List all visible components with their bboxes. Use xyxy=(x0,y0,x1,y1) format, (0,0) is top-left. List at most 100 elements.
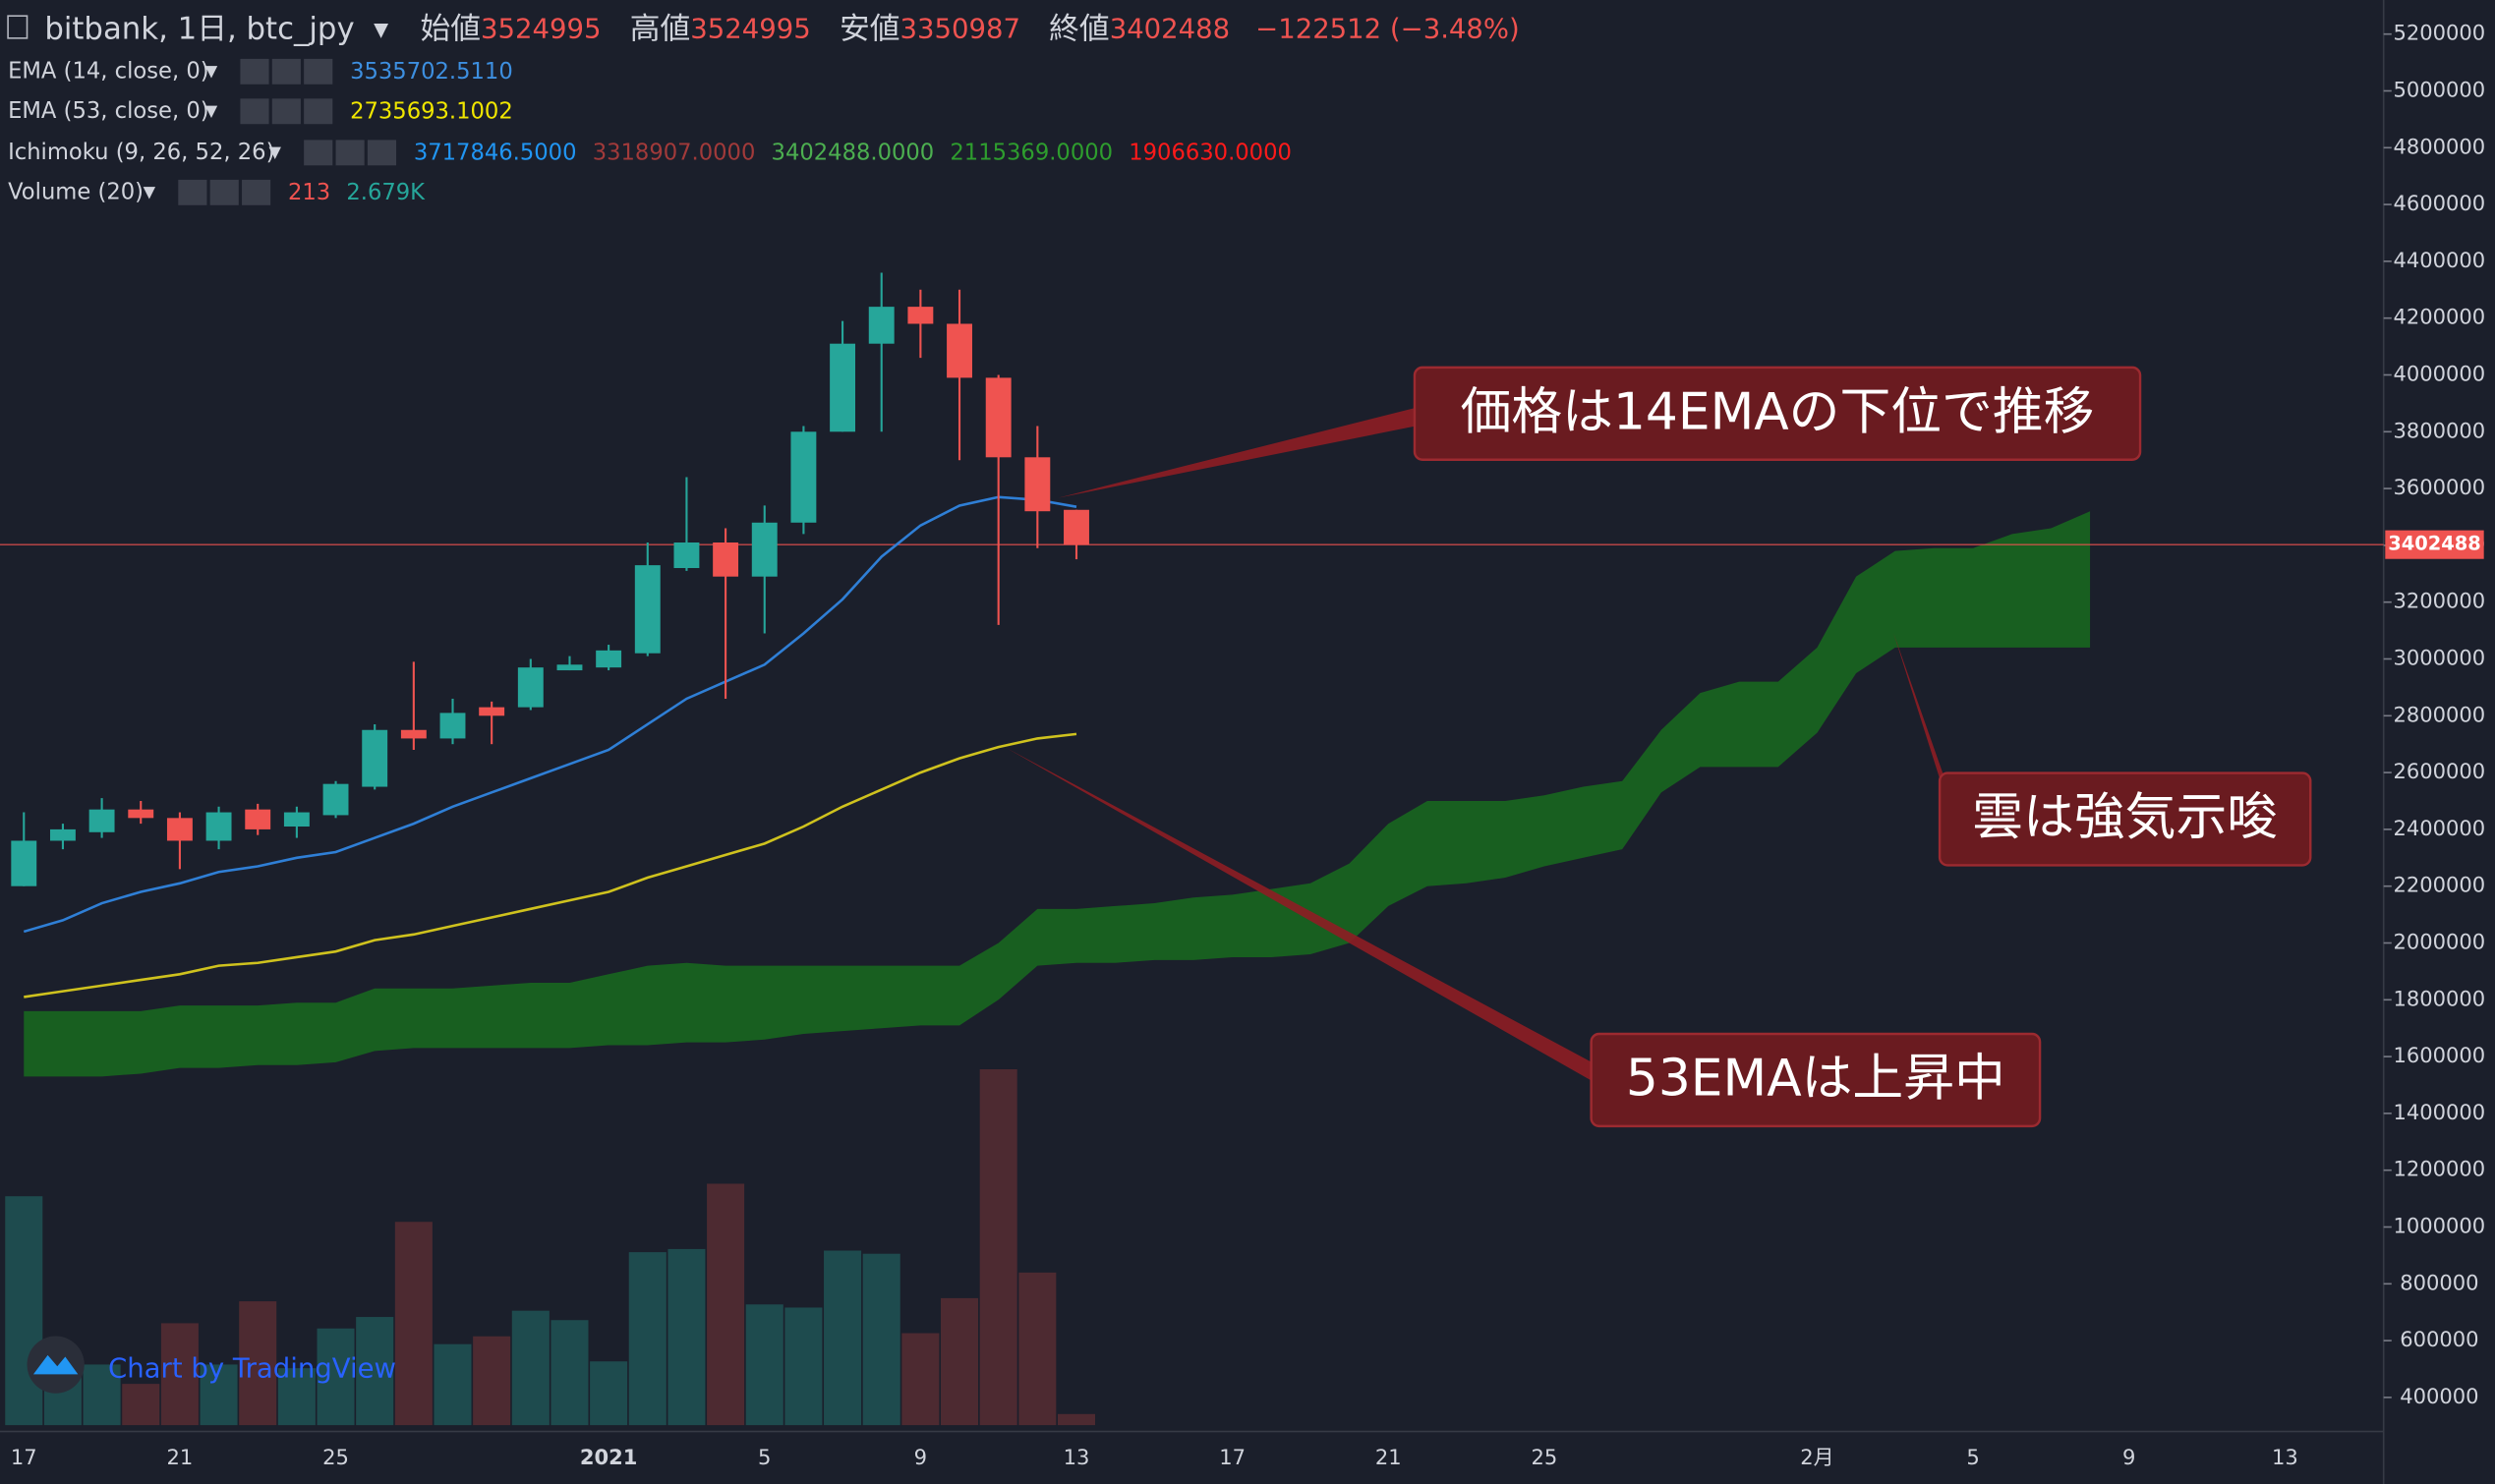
y-tick-label: 2400000 xyxy=(2394,816,2486,840)
candle-body xyxy=(322,783,349,816)
candle-body xyxy=(985,377,1012,458)
candle-body xyxy=(205,812,232,841)
candle-body xyxy=(634,565,661,654)
indicator-icon[interactable] xyxy=(367,140,397,166)
candle-body xyxy=(1064,509,1089,545)
volume-bar xyxy=(122,1384,160,1426)
y-tick-label: 2800000 xyxy=(2394,702,2486,726)
indicator-icon[interactable] xyxy=(242,179,271,205)
annotation-box xyxy=(1938,771,2312,867)
indicator-icon[interactable] xyxy=(304,58,333,85)
y-tick-label: 3800000 xyxy=(2394,418,2486,442)
volume-bar xyxy=(5,1196,43,1426)
candle-body xyxy=(283,812,310,828)
overlay: bitbank, 1日, btc_jpy ▼ 始値3524995 高値35249… xyxy=(7,11,2486,1469)
indicator-values: 3535702.5110 xyxy=(350,58,513,84)
volume-bar xyxy=(707,1183,745,1426)
volume-bar xyxy=(511,1310,550,1426)
change: −122512 (−3.48%) xyxy=(1255,14,1520,45)
x-tick-label: 13 xyxy=(1064,1445,1090,1469)
x-tick-label: 5 xyxy=(1966,1445,1979,1469)
y-tick-label: 400000 xyxy=(2400,1384,2478,1408)
indicator-icon[interactable] xyxy=(178,179,207,205)
indicator-icon[interactable] xyxy=(335,140,365,166)
volume-bar xyxy=(200,1364,238,1426)
x-tick-label: 2021 xyxy=(580,1445,638,1469)
x-tick-label: 17 xyxy=(1219,1445,1246,1469)
volume-bar xyxy=(745,1304,783,1426)
indicator-values: 2735693.1002 xyxy=(350,98,513,124)
indicator-dropdown[interactable]: ▼ xyxy=(269,143,282,161)
volume-bar xyxy=(473,1336,511,1426)
last-price-box xyxy=(2385,530,2484,559)
y-tick-label: 4200000 xyxy=(2394,305,2486,329)
dropdown[interactable]: ▼ xyxy=(374,18,388,40)
y-tick-label: 1400000 xyxy=(2394,1100,2486,1124)
open-value: 3524995 xyxy=(481,14,601,45)
candle-body xyxy=(166,818,193,841)
candle-body xyxy=(947,323,972,378)
candle-body xyxy=(517,667,544,708)
indicator-dropdown[interactable]: ▼ xyxy=(205,101,218,120)
y-tick-label: 1200000 xyxy=(2394,1157,2486,1181)
candle-body xyxy=(245,809,271,829)
volume-bar xyxy=(1018,1272,1057,1426)
indicator-value: 213 xyxy=(288,179,330,204)
indicator-dropdown[interactable]: ▼ xyxy=(144,182,156,200)
x-tick-label: 21 xyxy=(167,1445,194,1469)
y-tick-label: 3200000 xyxy=(2394,589,2486,613)
collapse-icon[interactable] xyxy=(7,15,29,39)
candle-body xyxy=(556,664,583,671)
y-tick-label: 3600000 xyxy=(2394,475,2486,499)
indicator-value: 2.679K xyxy=(346,179,426,204)
indicator-values: 213 2.679K xyxy=(288,179,426,204)
volume-bar xyxy=(784,1307,823,1426)
candle-body xyxy=(128,809,154,819)
indicator-value: 3318907.0000 xyxy=(593,140,756,165)
y-tick-label: 4800000 xyxy=(2394,134,2486,158)
close-label: 終値 xyxy=(1049,11,1110,46)
candle-body xyxy=(673,542,700,569)
indicator-icon[interactable] xyxy=(304,98,333,125)
x-tick-label: 2月 xyxy=(1800,1445,1833,1469)
watermark[interactable]: Chart by TradingView xyxy=(108,1352,396,1384)
indicator-icon[interactable] xyxy=(271,98,301,125)
annotation-pointer xyxy=(1005,747,1607,1090)
ichimoku-cloud xyxy=(24,511,2091,1077)
volume-bar xyxy=(628,1252,667,1426)
x-tick-label: 21 xyxy=(1375,1445,1402,1469)
volume-bar xyxy=(901,1333,940,1426)
open-label: 始値 xyxy=(421,11,482,46)
indicator-icon[interactable] xyxy=(304,140,333,166)
low-value: 3350987 xyxy=(899,14,1019,45)
indicator-dropdown[interactable]: ▼ xyxy=(205,61,218,80)
volume-bar xyxy=(356,1317,394,1426)
x-tick-label: 9 xyxy=(914,1445,927,1469)
indicator-icon[interactable] xyxy=(240,58,269,85)
indicator-name: EMA (53, close, 0) xyxy=(8,98,209,124)
candle-body xyxy=(596,650,622,668)
volume-bar xyxy=(317,1328,355,1426)
indicator-name: EMA (14, close, 0) xyxy=(8,58,209,84)
indicator-value: 1906630.0000 xyxy=(1129,140,1292,165)
candle-body xyxy=(11,840,37,886)
volume-bar xyxy=(239,1301,277,1426)
candle-body xyxy=(400,729,427,739)
ema-line xyxy=(24,732,1077,999)
volume-bar xyxy=(394,1222,433,1426)
indicator-icon[interactable] xyxy=(271,58,301,85)
indicator-value: 2735693.1002 xyxy=(350,98,513,124)
volume-bar xyxy=(979,1068,1017,1426)
indicator-value: 3402488.0000 xyxy=(772,140,935,165)
close-value: 3402488 xyxy=(1110,14,1230,45)
candle-body xyxy=(713,542,739,577)
y-tick-label: 1000000 xyxy=(2394,1214,2486,1238)
indicator-value: 3535702.5110 xyxy=(350,58,513,84)
annotation-text: 雲は強気示唆 xyxy=(1972,788,2278,847)
symbol[interactable]: bitbank, 1日, btc_jpy xyxy=(44,11,354,46)
indicator-icon[interactable] xyxy=(209,179,239,205)
y-tick-label: 4000000 xyxy=(2394,361,2486,385)
volume-bar xyxy=(83,1364,121,1426)
y-tick-label: 3000000 xyxy=(2394,645,2486,669)
indicator-icon[interactable] xyxy=(240,98,269,125)
